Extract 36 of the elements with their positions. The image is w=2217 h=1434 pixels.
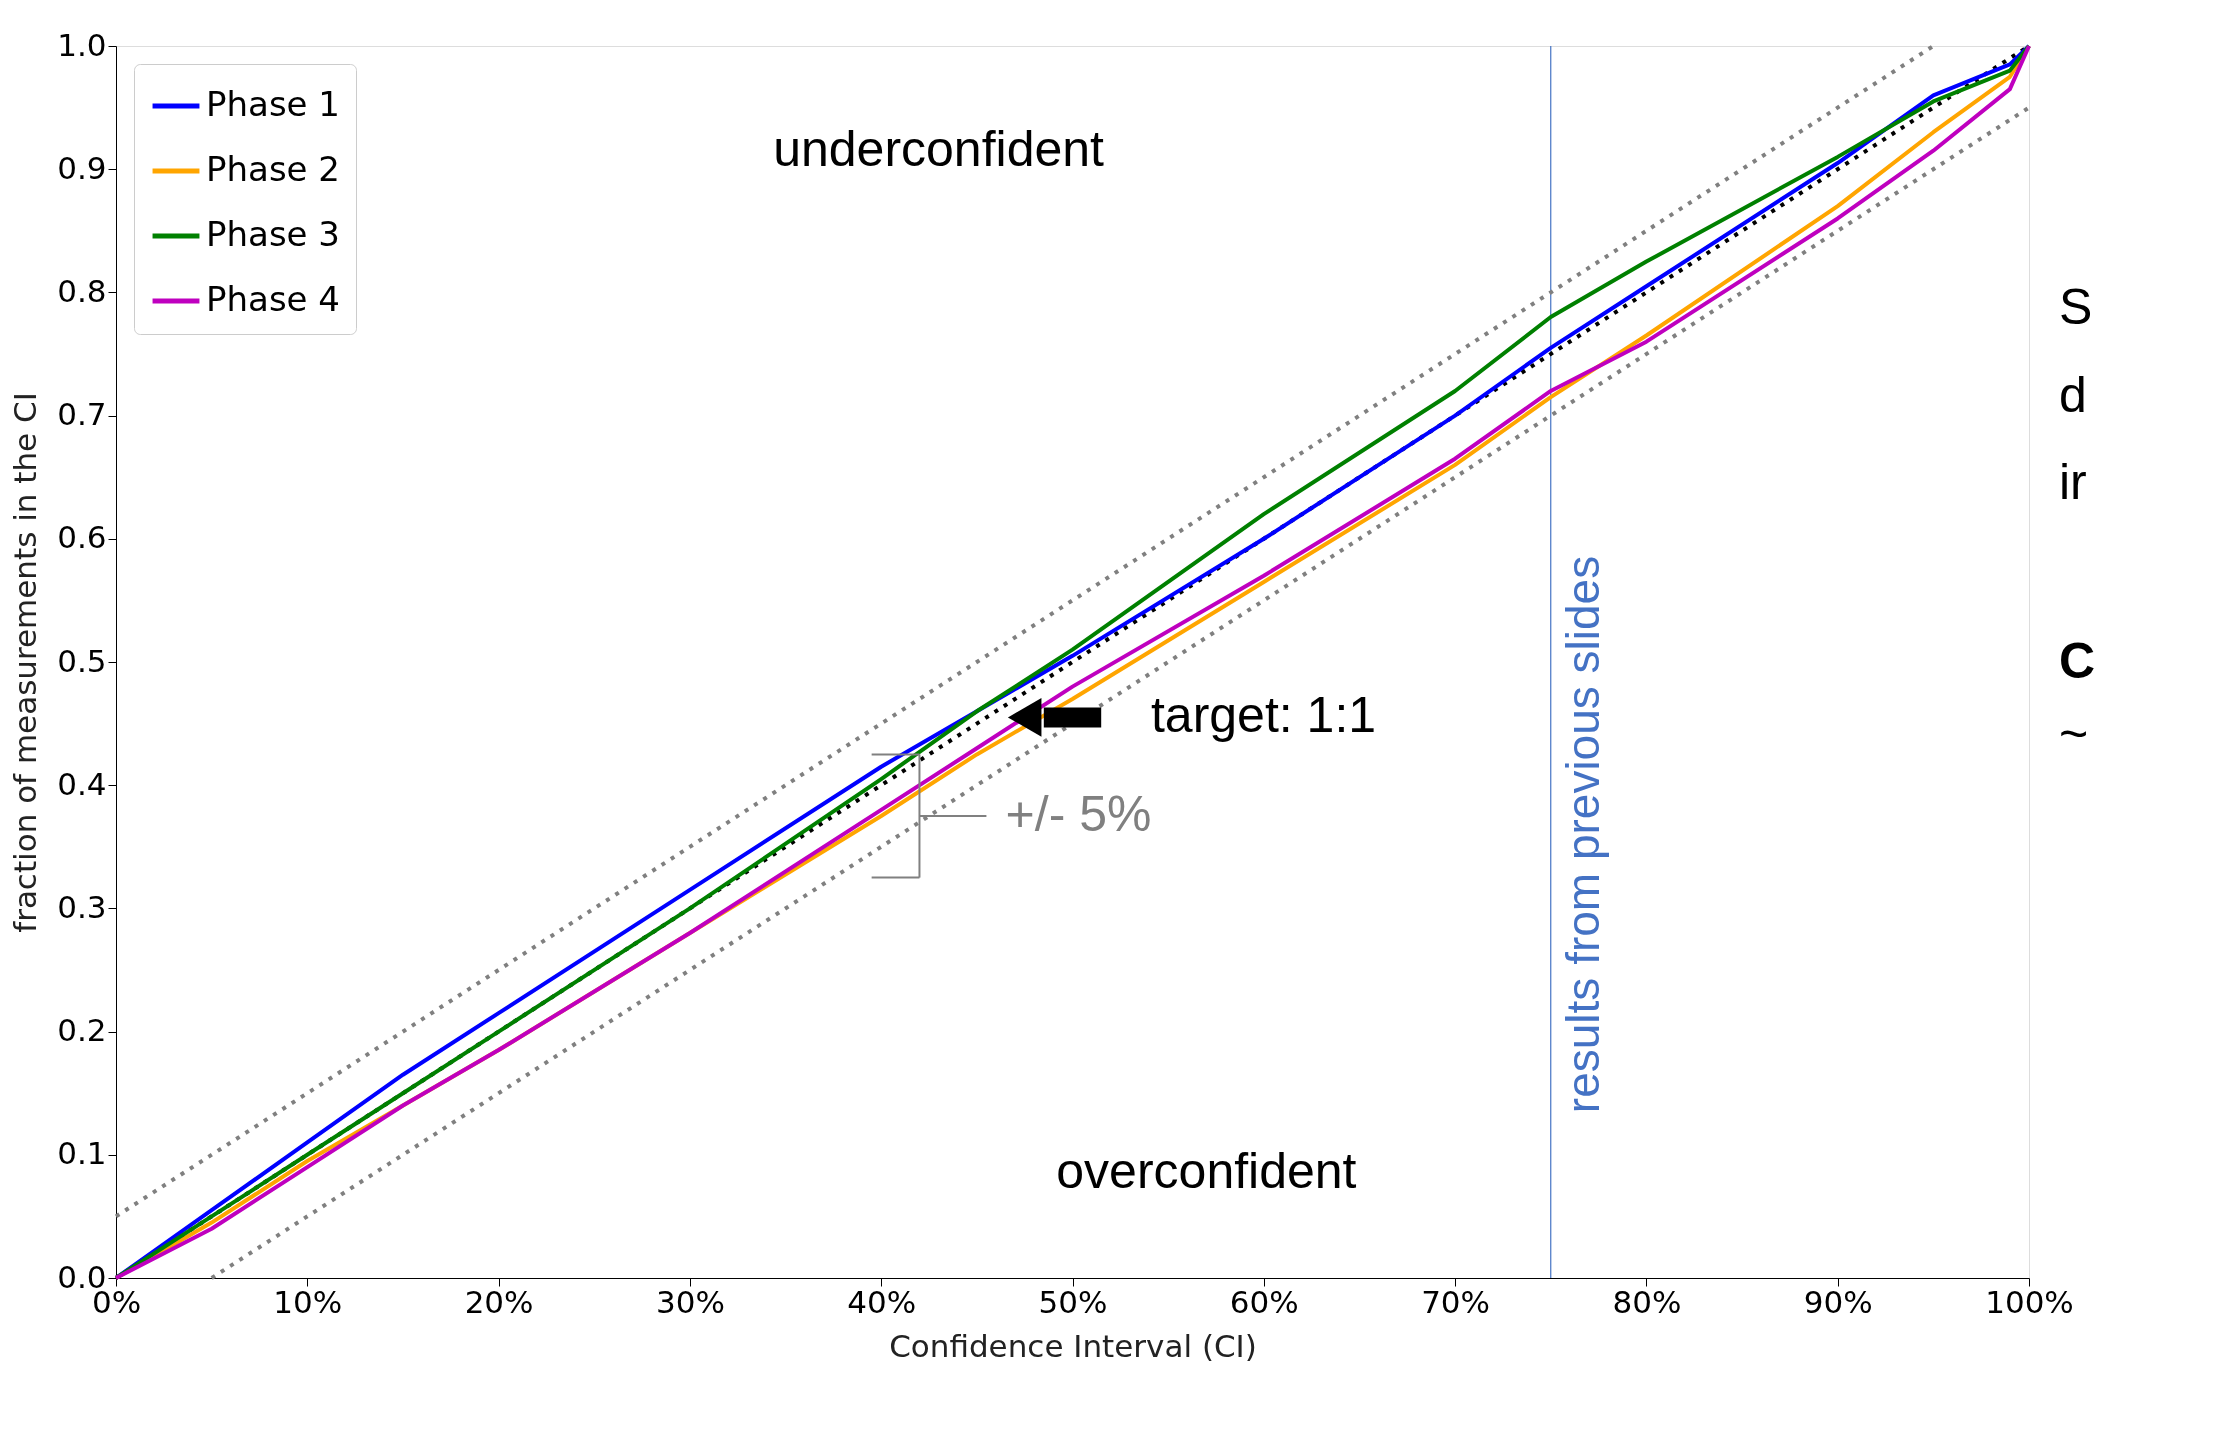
y-tick-label: 0.9 (57, 149, 107, 186)
legend-label: Phase 4 (206, 279, 340, 319)
legend-label: Phase 1 (206, 84, 340, 124)
legend-label: Phase 2 (206, 149, 340, 189)
text: d (2059, 367, 2087, 423)
x-tick-label: 10% (273, 1283, 343, 1320)
annotation: +/- 5% (1005, 786, 1152, 842)
y-tick-label: 0.7 (57, 396, 107, 433)
x-tick-label: 70% (1421, 1283, 1491, 1320)
annotation: underconfident (773, 120, 1105, 177)
text: S (2059, 279, 2093, 335)
y-tick-label: 0.4 (57, 765, 107, 802)
text: C (2059, 633, 2096, 689)
x-tick-label: 50% (1038, 1283, 1108, 1320)
text: ~ (2059, 706, 2089, 762)
annotation: target: 1:1 (1150, 687, 1377, 744)
x-tick-label: 100% (1985, 1283, 2074, 1320)
y-tick-label: 1.0 (57, 26, 107, 63)
y-tick-label: 0.6 (57, 519, 107, 556)
y-axis-title: fraction of measurements in the CI (7, 392, 44, 933)
x-tick-label: 90% (1803, 1283, 1873, 1320)
y-tick-label: 0.5 (57, 642, 107, 679)
text: ir (2059, 454, 2087, 510)
x-axis-title: Confidence Interval (CI) (889, 1327, 1257, 1364)
legend-label: Phase 3 (206, 214, 340, 254)
y-tick-label: 0.1 (57, 1135, 107, 1172)
y-tick-label: 0.8 (57, 272, 107, 309)
y-tick-label: 0.2 (57, 1012, 107, 1049)
x-tick-label: 80% (1612, 1283, 1682, 1320)
x-tick-label: 20% (464, 1283, 534, 1320)
ref-line-label: results from previous slides (1556, 555, 1609, 1114)
x-tick-label: 40% (847, 1283, 917, 1320)
x-tick-label: 60% (1229, 1283, 1299, 1320)
y-tick-label: 0.3 (57, 888, 107, 925)
annotation: overconfident (1056, 1143, 1357, 1200)
x-tick-label: 30% (655, 1283, 725, 1320)
